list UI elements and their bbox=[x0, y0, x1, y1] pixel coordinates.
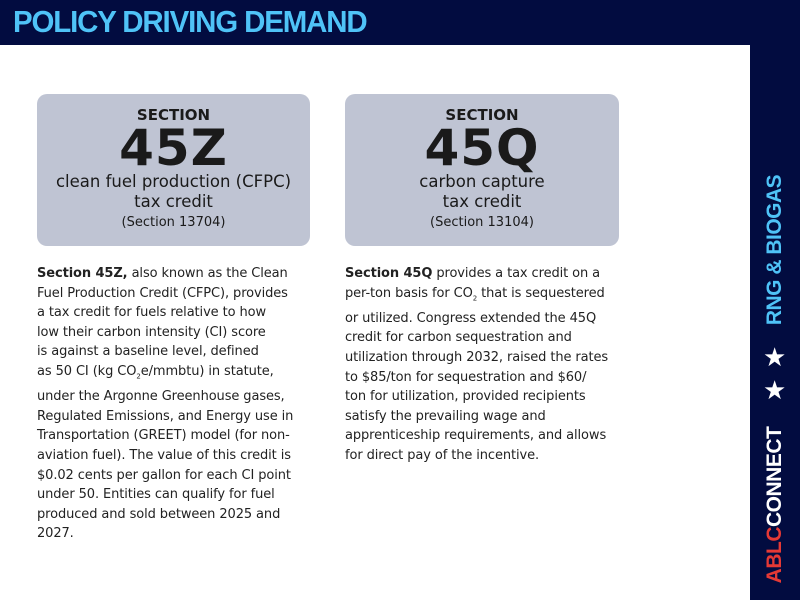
section-number: 45Q bbox=[424, 119, 540, 177]
text-line: apprenticeship requirements, and allows bbox=[345, 428, 607, 444]
text-seg: as 50 CI (kg CO bbox=[37, 363, 137, 379]
section-ref: (Section 13104) bbox=[430, 215, 534, 230]
lead-text: Section 45Z, bbox=[37, 266, 128, 281]
text-line: 2027. bbox=[37, 526, 74, 542]
card-45q: SECTION 45Q carbon capture tax credit (S… bbox=[345, 94, 619, 246]
tagline: RNG & BIOGAS bbox=[763, 174, 786, 326]
text-line: to $85/ton for sequestration and $60/ bbox=[345, 369, 587, 385]
text-line: utilization through 2032, raised the rat… bbox=[345, 349, 609, 365]
slide-title: POLICY DRIVING DEMAND bbox=[13, 4, 368, 39]
card-desc: clean fuel production (CFPC) bbox=[55, 172, 292, 191]
text-line: produced and sold between 2025 and bbox=[37, 506, 281, 522]
section-number: 45Z bbox=[119, 119, 228, 177]
text-line: under the Argonne Greenhouse gases, bbox=[37, 389, 285, 405]
card-desc: tax credit bbox=[134, 192, 213, 211]
text-line: Regulated Emissions, and Energy use in bbox=[37, 408, 294, 424]
paragraph-45z: Section 45Z, also known as the Clean Fue… bbox=[37, 264, 293, 544]
text-line: aviation fuel). The value of this credit… bbox=[37, 447, 291, 463]
text-line: credit for carbon sequestration and bbox=[345, 330, 572, 346]
section-ref: (Section 13704) bbox=[121, 215, 226, 230]
text-seg: e/mmbtu) in statute, bbox=[140, 363, 274, 379]
sidebar-brand: RNG & BIOGAS ★ ★ ABLCCONNECT bbox=[750, 45, 800, 600]
brand-connect: CONNECT bbox=[763, 426, 786, 528]
section-label: SECTION bbox=[445, 106, 519, 124]
text-line: $0.02 cents per gallon for each CI point bbox=[37, 467, 291, 483]
text-line: as 50 CI (kg CO2e/mmbtu) in statute, bbox=[37, 362, 293, 387]
text-line: Transportation (GREET) model (for non- bbox=[37, 428, 290, 444]
text-line: per-ton basis for CO2 that is sequestere… bbox=[345, 284, 608, 309]
card-desc: tax credit bbox=[442, 192, 522, 211]
subscript: 2 bbox=[136, 372, 141, 381]
text-line: low their carbon intensity (CI) score bbox=[37, 324, 266, 340]
brand-abl: ABLC bbox=[763, 527, 786, 584]
star-icon: ★ bbox=[763, 343, 787, 373]
card-desc: carbon capture bbox=[419, 172, 545, 191]
text-line: ton for utilization, provided recipients bbox=[345, 389, 586, 405]
paragraph-45q: Section 45Q provides a tax credit on a p… bbox=[345, 264, 608, 466]
text-line: for direct pay of the incentive. bbox=[345, 447, 540, 463]
lead-text: Section 45Q bbox=[345, 266, 433, 281]
subscript: 2 bbox=[472, 294, 478, 303]
section-label: SECTION bbox=[136, 106, 211, 124]
text-line: satisfy the prevailing wage and bbox=[345, 408, 546, 424]
star-icon: ★ bbox=[763, 376, 787, 406]
header-bar: POLICY DRIVING DEMAND bbox=[0, 0, 800, 45]
text-line: also known as the Clean bbox=[127, 266, 288, 281]
text-line: Fuel Production Credit (CFPC), provides bbox=[37, 285, 288, 301]
brand-logo: ABLCCONNECT bbox=[763, 427, 787, 584]
text-seg: per-ton basis for CO bbox=[345, 285, 473, 301]
text-line: provides a tax credit on a bbox=[432, 266, 601, 281]
text-line: or utilized. Congress extended the 45Q bbox=[345, 310, 597, 326]
text-line: under 50. Entities can qualify for fuel bbox=[37, 487, 275, 503]
text-line: a tax credit for fuels relative to how bbox=[37, 305, 267, 321]
text-line: is against a baseline level, defined bbox=[37, 344, 259, 360]
card-45z: SECTION 45Z clean fuel production (CFPC)… bbox=[37, 94, 310, 246]
text-seg: that is sequestered bbox=[477, 285, 605, 301]
